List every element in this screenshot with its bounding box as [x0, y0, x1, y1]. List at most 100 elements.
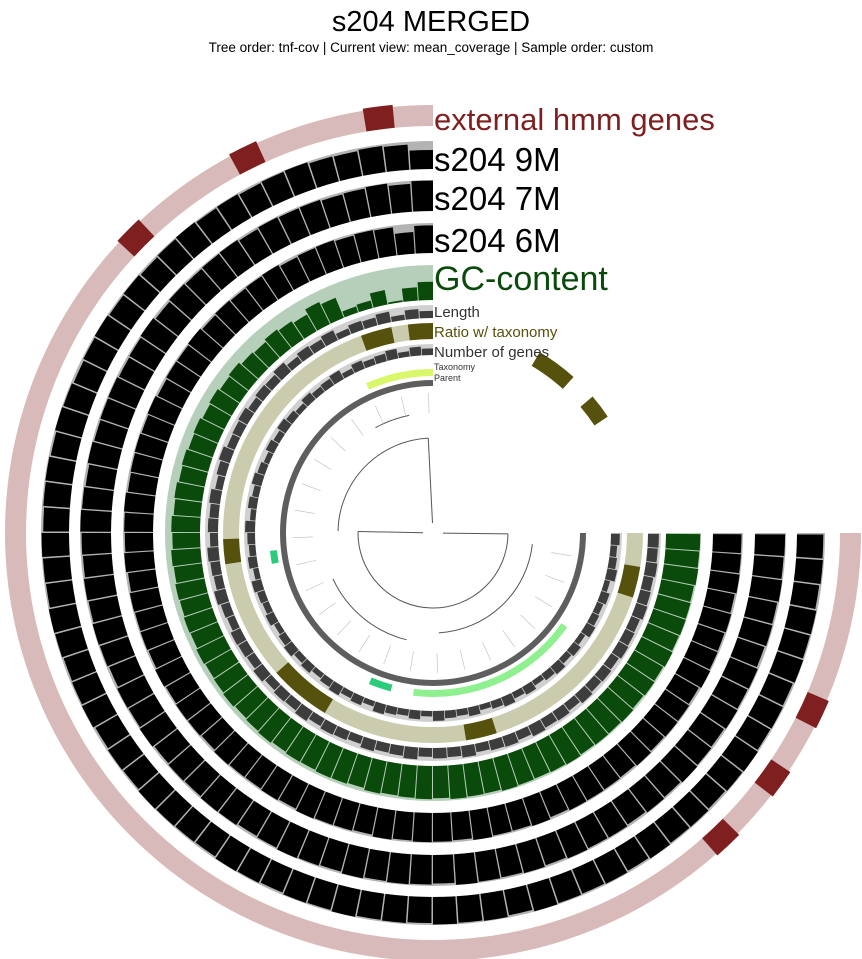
genes-bar	[396, 707, 410, 716]
gc-bar	[235, 686, 268, 719]
genes-bar	[501, 692, 516, 707]
length-bar	[207, 547, 220, 562]
s9m-bar	[790, 581, 820, 610]
s9m-bar	[331, 884, 361, 917]
tree-leaf	[293, 536, 314, 538]
genes-bar	[262, 601, 274, 614]
genes-bar	[531, 674, 545, 686]
s6m-bar	[261, 765, 293, 801]
s7m-bar	[675, 730, 712, 765]
genes-bar	[541, 667, 555, 681]
s9m-bar	[409, 149, 433, 170]
gc-bar	[293, 314, 317, 339]
s6m-bar	[148, 640, 182, 669]
genes-bar	[300, 658, 316, 673]
genes-bar	[397, 351, 410, 359]
genes-bar	[340, 687, 354, 699]
s9m-bar	[615, 836, 649, 871]
label-taxonomy: Taxonomy	[434, 362, 476, 372]
length-bar	[563, 695, 580, 711]
s9m-bar	[635, 822, 671, 859]
length-bar	[419, 310, 433, 319]
s9m-bar	[81, 693, 118, 728]
length-bar	[488, 736, 505, 751]
length-bar	[636, 589, 651, 606]
s6m-bar	[333, 798, 360, 831]
gc-bar	[175, 578, 208, 600]
s7m-bar	[108, 377, 145, 409]
length-bar	[375, 311, 392, 326]
genes-bar	[265, 439, 279, 454]
gc-bar	[193, 418, 225, 443]
s7m-bar	[744, 597, 778, 624]
s6m-bar	[573, 766, 604, 801]
gc-bar	[223, 674, 258, 707]
length-bar	[347, 731, 364, 744]
label-ratio: Ratio w/ taxonomy	[434, 324, 558, 341]
s9m-bar	[283, 869, 315, 903]
gc-bar	[205, 649, 239, 679]
label-length: Length	[434, 304, 480, 321]
s7m-bar	[341, 844, 369, 879]
gc-bar	[549, 727, 581, 765]
s9m-bar	[480, 890, 508, 921]
s6m-bar	[412, 812, 432, 843]
s7m-bar	[239, 229, 272, 265]
s9m-bar	[784, 605, 817, 635]
s9m-bar	[83, 337, 118, 371]
s9m-bar	[572, 860, 605, 894]
s9m-bar	[407, 896, 432, 924]
length-bar	[216, 460, 230, 477]
tree-leaf	[358, 634, 370, 653]
length-bar	[308, 711, 325, 727]
gc-bar	[305, 302, 330, 331]
length-bar	[273, 685, 291, 702]
s9m-bar	[721, 736, 758, 772]
s6m-bar	[155, 656, 190, 687]
gc-bar	[285, 726, 316, 762]
gc-bar	[448, 764, 467, 800]
s9m-bar	[550, 869, 582, 904]
genes-bar	[283, 641, 299, 657]
genes-bar	[247, 533, 256, 545]
label-hmm: external hmm genes	[434, 102, 715, 137]
gc-bar	[181, 449, 213, 472]
tree-leaf	[482, 642, 492, 661]
layer-rings	[5, 104, 861, 959]
length-bar	[210, 561, 222, 576]
length-bar	[232, 420, 247, 438]
tree-leaf	[551, 552, 572, 557]
gc-bar	[634, 636, 673, 667]
s7m-bar	[238, 800, 271, 836]
s9m-bar	[504, 884, 533, 916]
genes-bar	[286, 410, 300, 425]
s6m-bar	[188, 328, 223, 362]
s7m-bar	[129, 337, 166, 371]
genes-bar	[277, 418, 292, 434]
length-bar	[265, 674, 281, 691]
s6m-bar	[124, 512, 154, 532]
genes-bar	[607, 556, 618, 570]
s7m-bar	[278, 208, 310, 244]
s6m-bar	[134, 433, 168, 460]
s7m-bar	[83, 575, 117, 601]
hmm-hit	[754, 759, 791, 797]
gc-bar	[272, 717, 303, 752]
s7m-bar	[411, 180, 433, 212]
length-bar	[286, 356, 303, 371]
s6m-bar	[297, 247, 326, 282]
s6m-bar	[335, 235, 361, 268]
genes-bar	[294, 650, 307, 664]
s6m-bar	[675, 657, 711, 688]
s9m-bar	[94, 315, 131, 350]
s9m-bar	[793, 558, 823, 585]
genes-bar	[467, 705, 481, 717]
s6m-bar	[135, 605, 168, 631]
s6m-bar	[201, 717, 235, 750]
s9m-bar	[55, 407, 89, 438]
gc-bar	[331, 748, 358, 784]
s9m-bar	[72, 672, 106, 705]
genes-bar	[511, 687, 525, 699]
gc-bar	[398, 764, 417, 798]
